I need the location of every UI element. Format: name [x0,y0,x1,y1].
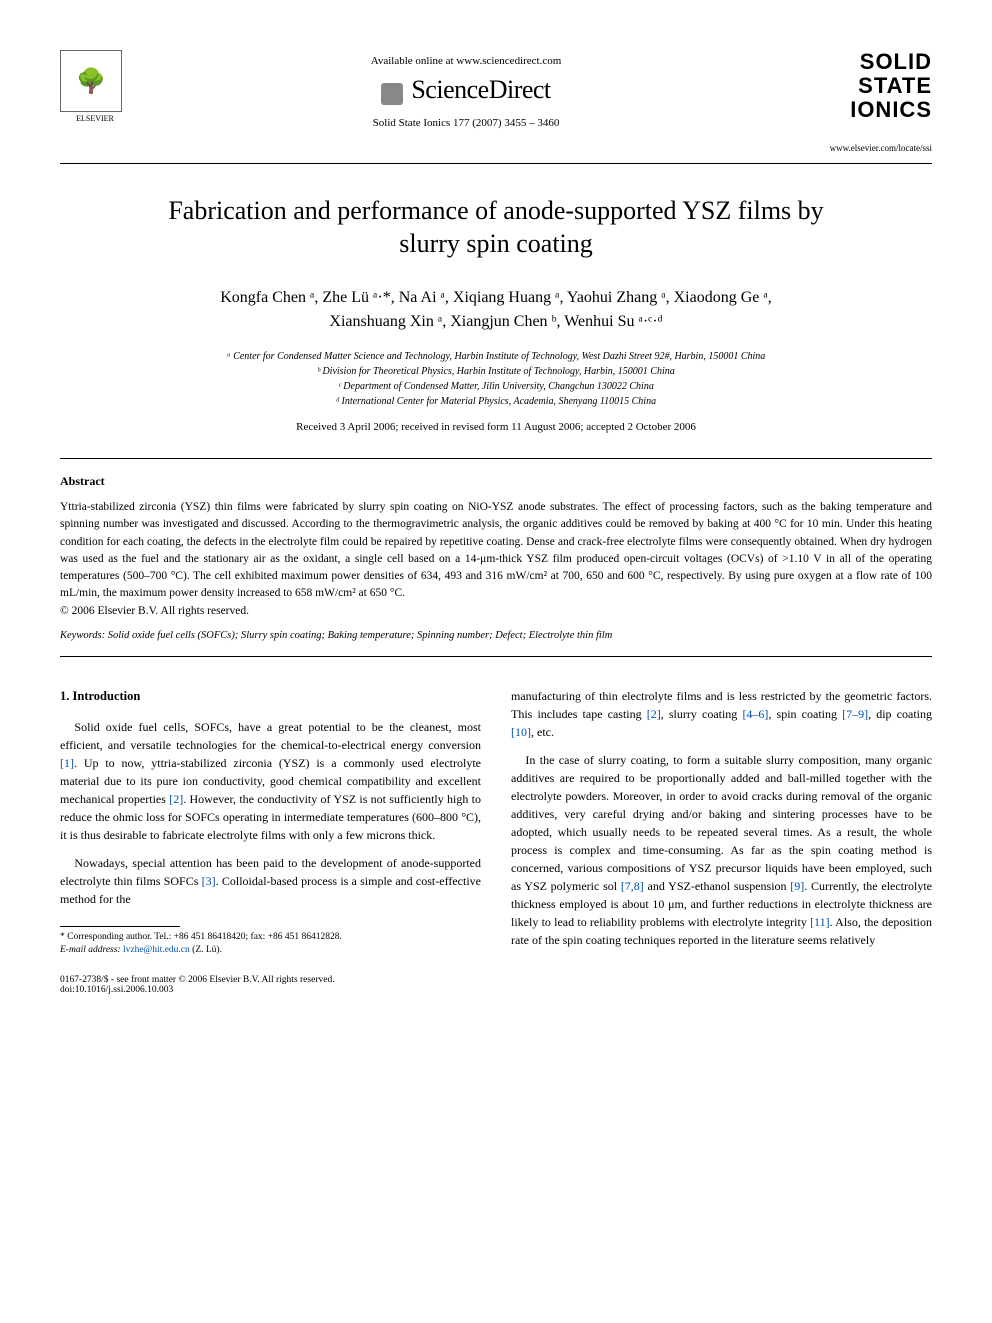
header-divider [60,163,932,164]
authors-line1: Kongfa Chen ᵃ, Zhe Lü ᵃ·*, Na Ai ᵃ, Xiqi… [60,286,932,310]
ref-link-2b[interactable]: [2] [647,707,661,721]
left-para-2: Nowadays, special attention has been pai… [60,854,481,908]
journal-logo-line2: STATE [802,74,932,98]
elsevier-logo: 🌳 ELSEVIER [60,50,130,123]
left-para-1: Solid oxide fuel cells, SOFCs, have a gr… [60,718,481,844]
section-1-heading: 1. Introduction [60,687,481,706]
right-para-2: In the case of slurry coating, to form a… [511,751,932,949]
journal-logo-line1: SOLID [802,50,932,74]
page-container: 🌳 ELSEVIER Available online at www.scien… [0,0,992,1035]
right-column: manufacturing of thin electrolyte films … [511,687,932,959]
affiliation-a: ᵃ Center for Condensed Matter Science an… [60,349,932,364]
article-title: Fabrication and performance of anode-sup… [140,194,852,262]
abstract-copyright: © 2006 Elsevier B.V. All rights reserved… [60,605,249,617]
email-link[interactable]: lvzhe@hit.edu.cn [123,945,190,955]
keywords-text: Solid oxide fuel cells (SOFCs); Slurry s… [108,630,613,641]
footer-doi: doi:10.1016/j.ssi.2006.10.003 [60,985,932,995]
authors-line2: Xianshuang Xin ᵃ, Xiangjun Chen ᵇ, Wenhu… [60,310,932,334]
ref-link-9[interactable]: [9] [790,879,804,893]
authors-block: Kongfa Chen ᵃ, Zhe Lü ᵃ·*, Na Ai ᵃ, Xiqi… [60,286,932,334]
affiliation-c: ᶜ Department of Condensed Matter, Jilin … [60,379,932,394]
journal-url: www.elsevier.com/locate/ssi [802,143,932,153]
abstract-heading: Abstract [60,474,932,489]
keywords-line: Keywords: Solid oxide fuel cells (SOFCs)… [60,630,932,641]
email-label: E-mail address: [60,945,121,955]
abstract-text: Yttria-stabilized zirconia (YSZ) thin fi… [60,499,932,620]
abstract-top-divider [60,458,932,459]
sciencedirect-logo: ScienceDirect [130,75,802,105]
body-columns: 1. Introduction Solid oxide fuel cells, … [60,687,932,959]
footnote-separator [60,926,180,927]
center-header: Available online at www.sciencedirect.co… [130,50,802,129]
sciencedirect-text: ScienceDirect [411,75,550,104]
footer-block: 0167-2738/$ - see front matter © 2006 El… [60,975,932,995]
ref-link-7-9[interactable]: [7–9] [842,707,868,721]
affiliations-block: ᵃ Center for Condensed Matter Science an… [60,349,932,409]
ref-link-7-8[interactable]: [7,8] [621,879,644,893]
footer-copyright: 0167-2738/$ - see front matter © 2006 El… [60,975,932,985]
affiliation-d: ᵈ International Center for Material Phys… [60,394,932,409]
journal-logo-line3: IONICS [802,98,932,122]
sciencedirect-icon [381,83,403,105]
available-online-text: Available online at www.sciencedirect.co… [130,55,802,67]
email-name: (Z. Lü). [192,945,222,955]
journal-title-box: SOLID STATE IONICS [802,50,932,123]
ref-link-4-6[interactable]: [4–6] [742,707,768,721]
ref-link-10[interactable]: [10] [511,725,531,739]
ref-link-3[interactable]: [3] [202,874,216,888]
keywords-label: Keywords: [60,630,105,641]
elsevier-label: ELSEVIER [60,114,130,123]
email-line: E-mail address: lvzhe@hit.edu.cn (Z. Lü)… [60,944,481,957]
article-dates: Received 3 April 2006; received in revis… [60,421,932,433]
ref-link-1[interactable]: [1] [60,756,74,770]
corresponding-author-footnote: * Corresponding author. Tel.: +86 451 86… [60,931,481,958]
journal-reference: Solid State Ionics 177 (2007) 3455 – 346… [130,117,802,129]
ref-link-2[interactable]: [2] [169,792,183,806]
left-column: 1. Introduction Solid oxide fuel cells, … [60,687,481,959]
ref-link-11[interactable]: [11] [810,915,830,929]
corr-author-line: * Corresponding author. Tel.: +86 451 86… [60,931,481,944]
right-para-1: manufacturing of thin electrolyte films … [511,687,932,741]
journal-logo-box: SOLID STATE IONICS www.elsevier.com/loca… [802,50,932,153]
abstract-body: Yttria-stabilized zirconia (YSZ) thin fi… [60,501,932,599]
abstract-bottom-divider [60,656,932,657]
affiliation-b: ᵇ Division for Theoretical Physics, Harb… [60,364,932,379]
header-row: 🌳 ELSEVIER Available online at www.scien… [60,50,932,153]
elsevier-tree-icon: 🌳 [60,50,122,112]
